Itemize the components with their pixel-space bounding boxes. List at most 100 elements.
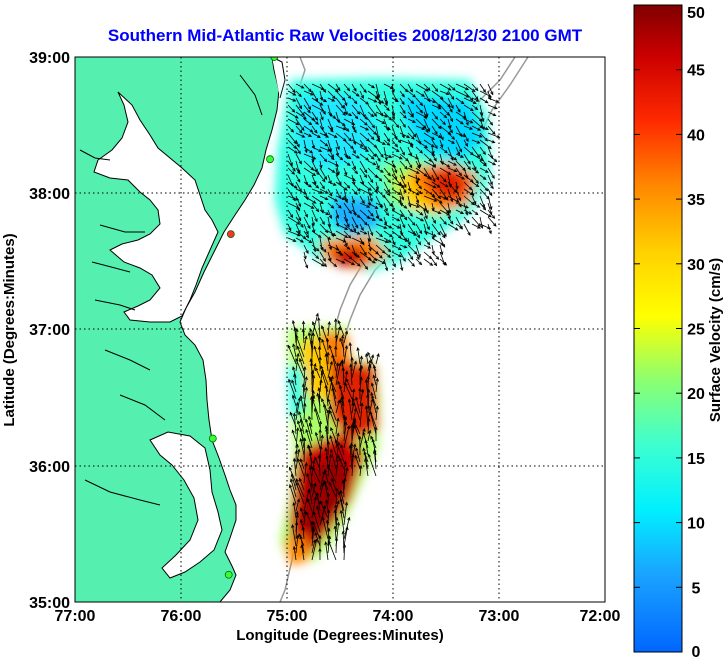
velocity-vector-head <box>450 157 454 161</box>
velocity-vector-head <box>460 100 465 105</box>
velocity-vector <box>295 230 306 240</box>
velocity-vector-head <box>371 438 375 443</box>
velocity-vector <box>415 153 421 168</box>
velocity-vector-head <box>469 126 474 130</box>
velocity-vector <box>329 435 337 456</box>
velocity-vector <box>423 83 431 91</box>
velocity-vector-head <box>335 362 340 366</box>
velocity-vector <box>447 181 457 193</box>
velocity-vector-head <box>377 101 382 105</box>
velocity-vector-head <box>327 535 332 540</box>
velocity-vector <box>407 188 419 196</box>
velocity-vector-head <box>388 239 392 243</box>
velocity-vector-head <box>477 223 481 227</box>
velocity-vector <box>303 139 308 153</box>
velocity-vector-head <box>294 450 298 454</box>
velocity-vector <box>479 188 490 200</box>
velocity-vector <box>343 422 347 442</box>
velocity-vector-head <box>292 457 297 462</box>
velocity-vector <box>343 167 347 176</box>
velocity-vector <box>375 406 378 421</box>
velocity-vector-head <box>440 136 444 141</box>
velocity-vector-head <box>356 254 360 258</box>
velocity-vector <box>335 537 337 554</box>
colorbar-tick-label: 40 <box>687 127 705 144</box>
velocity-vector <box>407 230 417 236</box>
velocity-vector <box>343 83 350 91</box>
velocity-vector <box>455 83 469 91</box>
velocity-vector <box>471 125 481 131</box>
velocity-vector-head <box>415 180 419 184</box>
velocity-field <box>275 78 501 565</box>
velocity-vector-head <box>496 135 501 139</box>
velocity-vector <box>303 146 313 154</box>
velocity-vector-head <box>472 100 477 104</box>
velocity-vector-head <box>340 359 345 363</box>
velocity-vector-head <box>448 183 452 188</box>
velocity-vector <box>287 181 298 189</box>
velocity-vector <box>311 209 318 222</box>
velocity-vector-head <box>362 427 366 432</box>
velocity-vector <box>340 490 345 505</box>
velocity-vector <box>319 174 326 182</box>
velocity-vector <box>311 132 321 138</box>
velocity-vector-head <box>298 160 302 165</box>
chesapeake-bay <box>93 91 219 323</box>
velocity-vector <box>351 146 356 154</box>
velocity-vector-head <box>328 453 333 458</box>
velocity-vector <box>351 153 360 159</box>
velocity-vector-head <box>370 156 375 160</box>
velocity-vector-head <box>460 210 465 215</box>
velocity-vector <box>423 230 437 237</box>
velocity-vector <box>487 195 492 210</box>
velocity-vector-head <box>295 534 300 539</box>
velocity-vector-head <box>324 425 328 429</box>
velocity-vector <box>335 195 345 200</box>
velocity-vector-head <box>370 354 375 358</box>
velocity-vector <box>375 230 383 237</box>
velocity-vector-head <box>458 148 463 153</box>
velocity-vector-head <box>432 164 436 168</box>
velocity-vector-head <box>342 543 347 548</box>
velocity-vector-head <box>342 127 347 131</box>
velocity-vector-head <box>345 378 349 382</box>
velocity-vector-head <box>311 321 316 325</box>
velocity-vector <box>303 376 307 393</box>
velocity-vector-head <box>295 478 299 483</box>
velocity-vector-head <box>453 168 458 173</box>
velocity-vector-head <box>460 121 464 125</box>
velocity-vector-head <box>465 138 469 143</box>
velocity-vector <box>447 223 459 231</box>
velocity-vector-head <box>388 154 393 158</box>
velocity-vector-head <box>297 178 301 183</box>
velocity-vector <box>407 181 411 192</box>
velocity-vector-head <box>491 215 496 220</box>
velocity-vector-head <box>395 124 400 129</box>
velocity-vector <box>295 97 302 109</box>
velocity-vector-head <box>348 112 353 116</box>
velocity-vector-head <box>370 391 374 396</box>
velocity-vector-head <box>410 114 414 118</box>
velocity-vector <box>311 153 314 162</box>
velocity-vector <box>335 244 341 255</box>
velocity-vector <box>439 125 452 135</box>
velocity-vector <box>359 188 373 196</box>
velocity-vector <box>327 132 338 138</box>
velocity-vector-head <box>309 150 314 154</box>
velocity-vector-head <box>299 518 304 523</box>
velocity-vector <box>292 344 297 358</box>
velocity-vector-head <box>290 473 294 478</box>
velocity-vector <box>293 458 297 477</box>
velocity-vector-head <box>476 204 481 208</box>
velocity-vector <box>407 139 414 148</box>
velocity-vector-head <box>344 171 348 176</box>
velocity-vector-head <box>344 234 349 238</box>
velocity-vector-head <box>419 102 424 107</box>
velocity-vector <box>479 181 488 191</box>
velocity-vector-head <box>411 136 415 140</box>
velocity-vector <box>487 167 495 179</box>
velocity-vector-head <box>336 521 340 526</box>
velocity-vector-head <box>364 266 369 270</box>
velocity-vector <box>415 244 421 258</box>
velocity-vector <box>455 139 462 153</box>
